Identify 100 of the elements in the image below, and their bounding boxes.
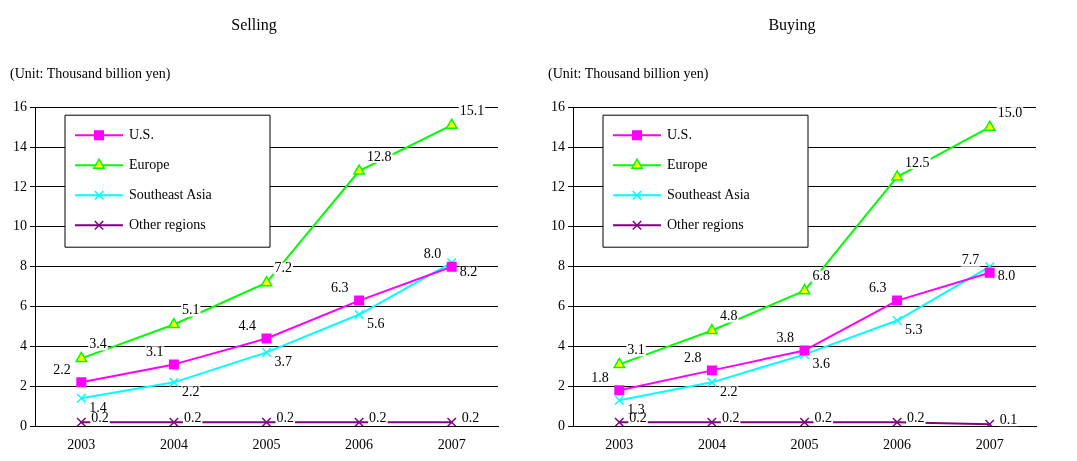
y-tick-label: 16 bbox=[551, 98, 565, 114]
text: (Unit: Thousand billion yen) bbox=[10, 66, 171, 82]
data-label: 15.0 bbox=[997, 104, 1023, 120]
y-tick-label: 14 bbox=[551, 138, 565, 154]
data-label: 0.2 bbox=[369, 409, 387, 425]
data-label: 8.2 bbox=[459, 264, 478, 280]
point bbox=[260, 275, 273, 287]
x-tick-label: 2007 bbox=[975, 437, 1004, 453]
data-label: 6.8 bbox=[812, 268, 830, 284]
data-label: 7.7 bbox=[961, 252, 980, 268]
data-label: 2.2 bbox=[181, 384, 200, 400]
data-label: 4.8 bbox=[719, 308, 738, 324]
point bbox=[446, 417, 457, 427]
point bbox=[984, 267, 995, 278]
data-label: 8.0 bbox=[423, 246, 442, 262]
x-tick-label: 2006 bbox=[883, 437, 912, 453]
point bbox=[614, 417, 625, 427]
data-label: 6.3 bbox=[331, 280, 349, 296]
point bbox=[168, 417, 179, 427]
data-label: 8.0 bbox=[997, 268, 1016, 284]
y-tick-label: 0 bbox=[20, 417, 27, 433]
legend-label: Europe bbox=[667, 156, 708, 172]
point bbox=[798, 283, 811, 295]
data-label: 0.2 bbox=[183, 409, 202, 425]
data-label: 0.2 bbox=[907, 409, 925, 425]
x-tick-label: 2003 bbox=[605, 437, 634, 453]
chart-title: Buying bbox=[768, 15, 816, 34]
point bbox=[706, 417, 717, 427]
data-label: 2.2 bbox=[53, 362, 71, 378]
y-tick-label: 12 bbox=[551, 178, 565, 194]
point bbox=[168, 359, 179, 370]
legend-label: Other regions bbox=[129, 216, 206, 232]
data-label: 15.1 bbox=[459, 102, 485, 118]
y-tick-label: 10 bbox=[551, 218, 565, 234]
point bbox=[706, 365, 717, 376]
y-tick-label: 8 bbox=[558, 258, 565, 274]
data-label: 12.5 bbox=[905, 154, 930, 170]
data-label: 0.2 bbox=[461, 409, 480, 425]
x-tick-label: 2004 bbox=[159, 437, 188, 453]
data-label: 3.8 bbox=[776, 330, 794, 346]
point bbox=[705, 323, 718, 335]
point bbox=[891, 170, 904, 181]
y-tick-label: 0 bbox=[558, 417, 565, 433]
point bbox=[354, 309, 365, 320]
data-label: 3.4 bbox=[89, 336, 107, 352]
data-label: 0.1 bbox=[999, 411, 1018, 427]
point bbox=[76, 417, 87, 427]
x-tick-label: 2005 bbox=[252, 437, 281, 453]
x-tick-label: 2007 bbox=[437, 437, 466, 453]
data-label: 0.2 bbox=[721, 409, 740, 425]
point bbox=[706, 377, 717, 388]
data-label: 2.8 bbox=[683, 350, 702, 366]
legend-label: Europe bbox=[129, 156, 170, 172]
point bbox=[168, 377, 179, 388]
text: (Unit: Thousand billion yen) bbox=[548, 66, 709, 82]
data-label: 5.3 bbox=[905, 322, 923, 338]
point bbox=[76, 393, 87, 404]
y-tick-label: 14 bbox=[13, 138, 27, 154]
y-tick-label: 4 bbox=[20, 338, 27, 354]
legend-label: Southeast Asia bbox=[667, 186, 751, 202]
y-tick-label: 2 bbox=[558, 378, 565, 393]
data-label: 3.7 bbox=[274, 354, 292, 370]
data-label: 5.1 bbox=[181, 302, 200, 318]
x-tick-label: 2005 bbox=[790, 437, 819, 453]
point bbox=[892, 315, 903, 326]
point bbox=[261, 347, 272, 358]
x-tick-label: 2006 bbox=[345, 437, 374, 453]
y-tick-label: 8 bbox=[20, 258, 27, 274]
point bbox=[354, 295, 365, 306]
data-label: 3.6 bbox=[812, 356, 830, 372]
legend-label: Southeast Asia bbox=[129, 186, 213, 202]
data-label: 0.2 bbox=[276, 409, 294, 425]
y-tick-label: 4 bbox=[558, 338, 565, 354]
y-tick-label: 10 bbox=[13, 218, 27, 234]
point bbox=[261, 417, 272, 427]
data-label: 7.2 bbox=[274, 260, 292, 276]
point bbox=[613, 357, 626, 369]
point bbox=[167, 317, 180, 329]
y-tick-label: 2 bbox=[20, 378, 27, 393]
point bbox=[354, 417, 365, 427]
y-tick-label: 12 bbox=[13, 178, 27, 194]
point bbox=[353, 164, 366, 175]
legend-label: U.S. bbox=[129, 126, 154, 142]
data-label: 5.6 bbox=[367, 316, 385, 332]
point bbox=[614, 385, 625, 396]
data-label: 4.4 bbox=[238, 318, 256, 334]
point bbox=[76, 377, 87, 388]
point bbox=[983, 120, 996, 131]
point bbox=[892, 295, 903, 306]
point bbox=[261, 333, 272, 344]
point bbox=[799, 417, 810, 427]
data-label: 0.2 bbox=[814, 409, 832, 425]
data-label: 12.8 bbox=[367, 148, 392, 164]
legend-label: U.S. bbox=[667, 126, 692, 142]
point bbox=[984, 419, 995, 427]
y-tick-label: 6 bbox=[558, 298, 565, 314]
chart-title: Selling bbox=[231, 15, 277, 34]
x-tick-label: 2003 bbox=[67, 437, 96, 453]
point bbox=[799, 345, 810, 356]
y-tick-label: 6 bbox=[20, 298, 27, 314]
